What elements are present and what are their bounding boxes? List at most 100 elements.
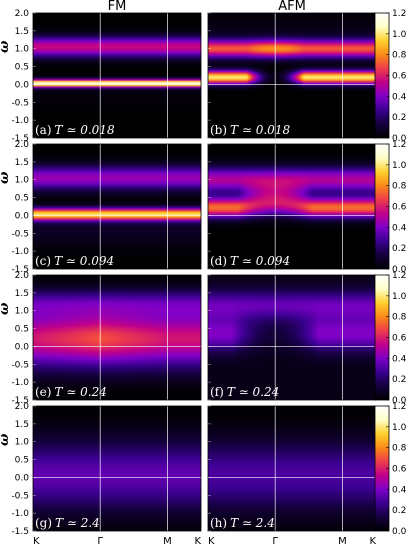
heatmap-image [33, 13, 201, 138]
colorbar-tick-label: 1.2 [392, 140, 406, 150]
y-tick-label: -1.5 [11, 527, 29, 537]
colorbar-tick-label: 0.0 [392, 396, 407, 406]
y-tick-label: 0.5 [15, 456, 29, 466]
y-tick-label: -1.0 [11, 247, 29, 257]
y-axis-label: ω [0, 171, 12, 184]
panel-h: (h) T ≃ 2.4 [207, 405, 377, 532]
panel-temperature: T ≃ 2.4 [55, 516, 100, 530]
colorbar-tick-label: 0.4 [392, 485, 407, 495]
y-tick-label: -1.0 [11, 509, 29, 519]
y-tick-label: 2.0 [15, 402, 30, 412]
panel-label: (e) T ≃ 0.24 [35, 385, 107, 399]
x-tick-label: Γ [97, 536, 103, 547]
panel-label: (h) T ≃ 2.4 [210, 516, 275, 530]
heatmap-image [208, 13, 376, 138]
y-tick-label: 0.5 [15, 325, 29, 335]
y-tick-label: -1.5 [11, 134, 29, 144]
panel-label: (f) T ≃ 0.24 [210, 385, 279, 399]
x-tick-label: M [163, 536, 172, 547]
panel-c: (c)T ≃ 0.094 2.0 1.5 1.0 0.5 0.0 -0.5 -1.0 -1.5 ω [0, 140, 202, 275]
heatmap-image [33, 275, 201, 400]
y-tick-label: 0.0 [15, 80, 30, 90]
colorbar: 1.2 1.0 0.8 0.6 0.4 0.2 0.0 [374, 9, 407, 144]
panel-temperature: T ≃ 2.4 [230, 516, 275, 530]
colorbar-tick-label: 0.6 [392, 203, 407, 213]
colorbar-tick-label: 1.0 [392, 161, 407, 171]
colorbar-tick-label: 0.4 [392, 223, 407, 233]
x-tick-label: K [369, 536, 376, 547]
colorbar-tick-label: 1.0 [392, 423, 407, 433]
colorbar-tick-label: 1.0 [392, 292, 407, 302]
colorbar-tick-label: 0.8 [392, 182, 407, 192]
colorbar-tick-label: 0.8 [392, 444, 407, 454]
panel-frame [32, 274, 202, 401]
colorbar-tick-label: 0.6 [392, 72, 407, 82]
y-tick-label: -1.0 [11, 378, 29, 388]
y-tick-label: -0.5 [11, 360, 29, 370]
panel-letter: (b) [210, 123, 227, 137]
colorbar-tick-label: 1.2 [392, 9, 406, 19]
panel-temperature: T ≃ 0.094 [230, 254, 290, 268]
colorbar-tick-label: 0.2 [392, 244, 406, 254]
panel-label: (b) T ≃ 0.018 [210, 123, 290, 137]
panel-e: (e)T ≃ 0.24 2.0 1.5 1.0 0.5 0.0 -0.5 -1.0 -1.5 ω [0, 271, 202, 406]
y-tick-label: -1.5 [11, 396, 29, 406]
colorbar-tick-label: 0.0 [392, 265, 407, 275]
panel-letter: (g) [35, 516, 52, 530]
colorbar-tick-label: 0.4 [392, 92, 407, 102]
y-tick-label: 1.0 [15, 45, 30, 55]
panel-letter: (c) [35, 254, 51, 268]
panel-d: (d) T ≃ 0.094 [207, 143, 377, 270]
y-tick-label: 1.0 [15, 438, 30, 448]
x-tick-label: K [208, 536, 215, 547]
panel-temperature: T ≃ 0.24 [227, 385, 279, 399]
panel-label: (d) T ≃ 0.094 [210, 254, 290, 268]
y-tick-label: -0.5 [11, 98, 29, 108]
y-tick-label: 0.0 [15, 342, 30, 352]
colorbar-tick-label: 0.0 [392, 134, 407, 144]
column-title-fm: FM [108, 0, 127, 14]
y-tick-label: 1.5 [15, 420, 29, 430]
column-title-afm: AFM [278, 0, 306, 14]
x-tick-label: K [194, 536, 201, 547]
panel-temperature: T ≃ 0.018 [55, 123, 115, 137]
y-axis-label: ω [0, 433, 12, 446]
colorbar-tick-label: 0.2 [392, 113, 406, 123]
panel-temperature: T ≃ 0.24 [54, 385, 106, 399]
colorbar-tick-label: 0.8 [392, 313, 407, 323]
panel-letter: (h) [210, 516, 227, 530]
y-tick-label: 1.5 [15, 27, 29, 37]
colorbar: 1.2 1.0 0.8 0.6 0.4 0.2 0.0 [374, 271, 407, 406]
y-tick-label: 0.0 [15, 473, 30, 483]
colorbar-tick-label: 1.2 [392, 402, 406, 412]
heatmap-image [33, 406, 201, 531]
colorbar-tick-label: 1.0 [392, 30, 407, 40]
colorbar-tick-label: 0.6 [392, 465, 407, 475]
y-tick-label: 0.0 [15, 211, 30, 221]
x-tick-label: M [338, 536, 347, 547]
panel-frame [32, 143, 202, 270]
panel-temperature: T ≃ 0.094 [54, 254, 114, 268]
x-tick-label: Γ [272, 536, 278, 547]
y-tick-label: 0.5 [15, 63, 29, 73]
heatmap-image [208, 275, 376, 400]
y-tick-label: 1.0 [15, 307, 30, 317]
y-tick-label: 2.0 [15, 140, 30, 150]
panel-letter: (f) [210, 385, 224, 399]
heatmap-image [33, 144, 201, 269]
y-tick-label: 1.5 [15, 289, 29, 299]
y-tick-label: -1.0 [11, 116, 29, 126]
colorbar: 1.2 1.0 0.8 0.6 0.4 0.2 0.0 [374, 140, 407, 275]
colorbar-tick-label: 0.8 [392, 51, 407, 61]
panel-letter: (e) [35, 385, 51, 399]
panel-letter: (a) [35, 123, 52, 137]
panel-label: (a) T ≃ 0.018 [35, 123, 115, 137]
y-tick-label: 2.0 [15, 271, 30, 281]
panel-label: (c) T ≃ 0.094 [35, 254, 114, 268]
panel-frame [32, 12, 202, 139]
colorbar-tick-label: 0.0 [392, 527, 407, 537]
panel-temperature: T ≃ 0.018 [230, 123, 290, 137]
panel-label: (g) T ≃ 2.4 [35, 516, 100, 530]
colorbar-tick-label: 1.2 [392, 271, 406, 281]
y-axis-label: ω [0, 302, 12, 315]
